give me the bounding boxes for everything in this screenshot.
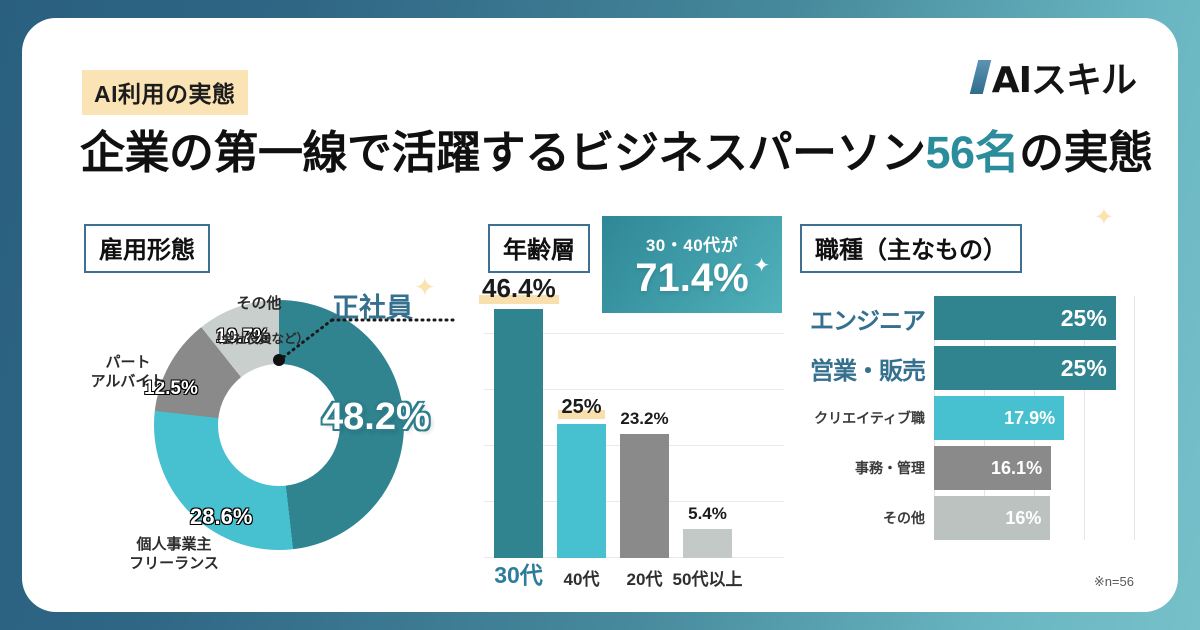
job-bar: 16% bbox=[934, 496, 1051, 540]
section-title-employment: 雇用形態 bbox=[84, 224, 210, 273]
age-bar-label: 40代 bbox=[563, 570, 600, 589]
job-bar-row: 営業・販売 25% bbox=[792, 346, 1142, 390]
job-bar-row: エンジニア 25% bbox=[792, 296, 1142, 340]
section-title-age: 年齢層 bbox=[488, 224, 590, 273]
job-bar-label: クリエイティブ職 bbox=[814, 410, 925, 426]
infographic-card: AI利用の実態 企業の第一線で活躍するビジネスパーソン56名の実態 AIスキル … bbox=[22, 18, 1178, 612]
age-bar bbox=[620, 433, 669, 558]
job-bar-label: 営業・販売 bbox=[810, 357, 926, 385]
logo-slash-icon bbox=[969, 60, 991, 94]
age-bar-label: 30代 bbox=[494, 562, 543, 588]
donut-value-3: 10.7% bbox=[216, 326, 270, 347]
job-bar: 16.1% bbox=[934, 446, 1052, 490]
job-bar-label: 事務・管理 bbox=[855, 460, 925, 476]
donut-label-freelance: 個人事業主 フリーランス bbox=[129, 536, 219, 572]
job-bar: 25% bbox=[934, 346, 1116, 390]
job-bar-row: 事務・管理 16.1% bbox=[792, 446, 1142, 490]
job-bar: 17.9% bbox=[934, 396, 1065, 440]
age-bar-value: 25% bbox=[561, 396, 602, 418]
title-part-1: 企業の第一線で活躍するビジネスパーソン bbox=[80, 127, 926, 178]
title-part-2: の実態 bbox=[1019, 127, 1153, 178]
donut-callout-seishain: 正社員 ✦ bbox=[332, 274, 436, 325]
donut-callout-label: 正社員 bbox=[332, 293, 413, 323]
age-bar-value: 23.2% bbox=[620, 408, 669, 428]
age-bar-value: 46.4% bbox=[482, 273, 556, 304]
donut-value-1: 28.6% bbox=[190, 504, 253, 529]
job-bar-chart: エンジニア 25% 営業・販売 25% クリエイティブ職 17.9% 事務・管理 16.1% そ… bbox=[792, 206, 1142, 598]
employment-donut-chart: 48.2% 28.6% 12.5% 10.7% その他 （会社役員など） パート… bbox=[82, 218, 462, 598]
brand-logo: AIスキル bbox=[969, 56, 1137, 101]
donut-value-0: 48.2% bbox=[322, 396, 430, 438]
age-bar-value: 5.4% bbox=[688, 504, 727, 524]
donut-label-other: その他 （会社役員など） bbox=[208, 294, 309, 347]
title-highlight: 56名 bbox=[925, 127, 1020, 178]
page-title: 企業の第一線で活躍するビジネスパーソン56名の実態 bbox=[80, 116, 1160, 181]
sample-size-note: ※n=56 bbox=[1093, 574, 1134, 589]
job-bar-label: エンジニア bbox=[810, 307, 926, 335]
age-bar bbox=[494, 309, 543, 558]
category-badge: AI利用の実態 bbox=[82, 70, 248, 115]
job-bar: 25% bbox=[934, 296, 1116, 340]
sparkle-icon: ✦ bbox=[1093, 204, 1114, 231]
job-bar-row: クリエイティブ職 17.9% bbox=[792, 396, 1142, 440]
age-bar bbox=[683, 529, 732, 558]
age-bar-chart: 30・40代が 71.4% ✦ 46.4% 30代 25% 40代 23.2% 20代 5.… bbox=[482, 216, 784, 598]
age-bar-label: 20代 bbox=[626, 570, 663, 589]
age-callout-top: 30・40代が bbox=[645, 236, 739, 255]
logo-text: AIスキル bbox=[991, 60, 1137, 101]
job-bar-row: その他 16% bbox=[792, 496, 1142, 540]
sparkle-icon: ✦ bbox=[414, 272, 436, 302]
age-bar bbox=[557, 424, 606, 558]
section-title-job: 職種（主なもの） bbox=[800, 224, 1022, 273]
sparkle-icon: ✦ bbox=[753, 255, 770, 277]
age-bar-label: 50代以上 bbox=[672, 570, 743, 589]
job-bar-label: その他 bbox=[883, 510, 925, 526]
donut-value-2: 12.5% bbox=[144, 378, 198, 399]
age-callout-value: 71.4% bbox=[635, 256, 749, 300]
donut-label-parttime: パート アルバイト bbox=[90, 354, 166, 390]
age-callout-box: 30・40代が 71.4% ✦ bbox=[602, 216, 782, 313]
